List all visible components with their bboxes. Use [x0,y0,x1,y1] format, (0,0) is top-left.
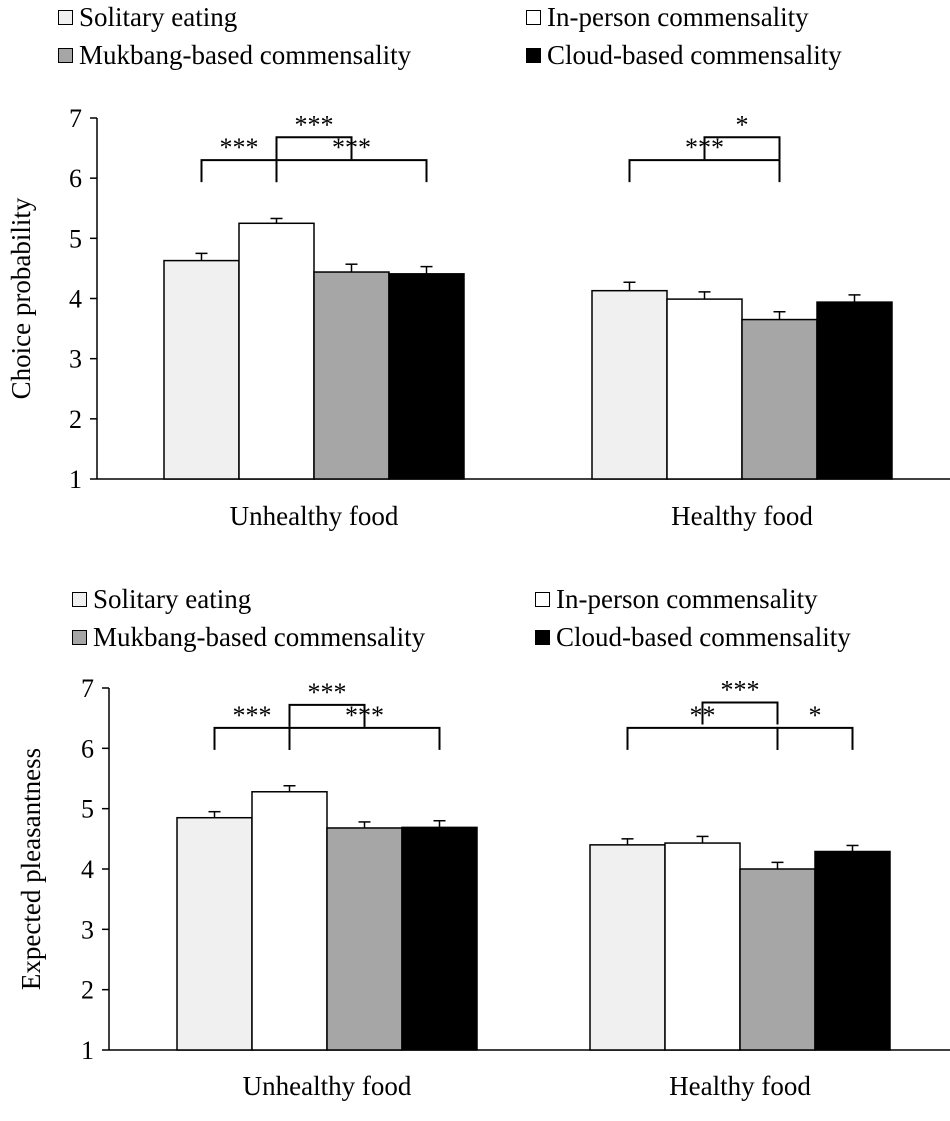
chart-panel-choice-probability: Solitary eating In-person commensality M… [0,0,950,545]
legend-swatch-mukbang-based-commensality [72,630,87,645]
significance-bracket [628,159,781,183]
y-tick-label: 3 [81,915,94,944]
bar [176,816,253,1051]
legend: Solitary eating In-person commensality M… [0,0,950,80]
x-category-label: Unhealthy food [243,1071,412,1101]
legend: Solitary eating In-person commensality M… [0,578,950,658]
legend-swatch-in-person-commensality [526,10,541,25]
legend-item-mukbang-based-commensality: Mukbang-based commensality [58,40,411,71]
significance-label: *** [308,678,347,707]
y-tick-label: 2 [69,405,82,434]
bar [664,842,741,1051]
y-axis-label: Choice probability [6,197,36,399]
significance-bracket [703,136,781,160]
legend-label: Mukbang-based commensality [79,40,412,70]
y-tick-label: 2 [81,976,94,1005]
significance-label: *** [295,110,334,139]
legend-item-in-person-commensality: In-person commensality [526,2,809,33]
bar-chart-choice-probability: 1 2 3 4 5 6 7 Choice probability Unhealthy food H… [6,104,950,531]
significance-label: *** [220,133,259,162]
bar [401,826,478,1051]
y-tick-label: 7 [69,104,82,133]
bar [238,222,315,480]
y-tick-label: 4 [69,285,82,314]
x-category-label: Healthy food [671,501,813,531]
bar [313,271,390,480]
significance-bracket [275,159,428,183]
y-tick-label: 5 [81,795,94,824]
y-tick-label: 4 [81,855,94,884]
bar [388,273,465,480]
bar [814,850,891,1051]
significance-bracket [200,159,278,183]
legend-item-mukbang-based-commensality: Mukbang-based commensality [72,622,425,653]
significance-bracket [275,136,353,160]
legend-label: Solitary eating [93,584,252,614]
bar [589,844,666,1051]
x-category-label: Healthy food [669,1071,811,1101]
legend-label: Cloud-based commensality [556,622,851,652]
bar [163,259,240,480]
legend-label: In-person commensality [556,584,818,614]
legend-item-cloud-based-commensality: Cloud-based commensality [535,622,851,653]
legend-swatch-mukbang-based-commensality [58,48,73,63]
bar [666,298,743,480]
y-tick-label: 3 [69,345,82,374]
legend-item-in-person-commensality: In-person commensality [535,584,818,615]
significance-label: * [736,110,749,139]
y-tick-label: 6 [69,164,82,193]
significance-bracket [288,703,366,727]
legend-swatch-cloud-based-commensality [526,48,541,63]
legend-swatch-solitary-eating [72,592,87,607]
significance-bracket [288,726,441,750]
y-tick-label: 7 [81,674,94,703]
bar [739,868,816,1051]
significance-bracket [626,726,779,750]
y-tick-label: 6 [81,734,94,763]
bar [251,791,328,1051]
y-tick-label: 5 [69,224,82,253]
bar [816,301,893,480]
legend-swatch-in-person-commensality [535,592,550,607]
chart-panel-expected-pleasantness: Solitary eating In-person commensality M… [0,578,950,1121]
significance-label: *** [332,133,371,162]
bar-chart-expected-pleasantness: 1 2 3 4 5 6 7 Expected pleasantness Unhealthy fo… [16,674,950,1101]
legend-label: Solitary eating [79,2,238,32]
y-axis-label: Expected pleasantness [16,748,46,990]
legend-item-solitary-eating: Solitary eating [58,2,237,33]
significance-bracket [213,726,291,750]
significance-label: *** [721,675,760,704]
significance-label: * [809,701,822,730]
x-category-label: Unhealthy food [230,501,399,531]
bar [741,318,818,480]
significance-bracket [776,726,854,750]
y-tick-label: 1 [69,465,82,494]
bar [326,827,403,1051]
significance-bracket [701,701,779,725]
legend-item-solitary-eating: Solitary eating [72,584,251,615]
y-tick-label: 1 [81,1036,94,1065]
bar [591,289,668,480]
legend-label: Mukbang-based commensality [93,622,426,652]
legend-swatch-cloud-based-commensality [535,630,550,645]
legend-item-cloud-based-commensality: Cloud-based commensality [526,40,842,71]
legend-label: Cloud-based commensality [547,40,842,70]
significance-label: *** [233,701,272,730]
legend-swatch-solitary-eating [58,10,73,25]
significance-label: *** [345,701,384,730]
legend-label: In-person commensality [547,2,809,32]
